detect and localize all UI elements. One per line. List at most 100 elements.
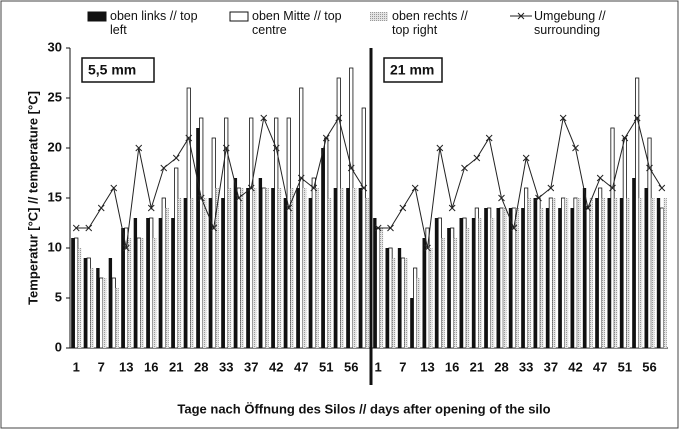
bar [233, 178, 238, 348]
bar [434, 218, 439, 348]
bar [102, 278, 107, 348]
bar [651, 198, 655, 348]
line-marker [185, 134, 193, 142]
bar [115, 288, 119, 348]
y-tick-label: 25 [48, 89, 62, 104]
line-marker [510, 224, 518, 232]
bar [425, 227, 430, 349]
bar [385, 248, 389, 348]
line-marker [436, 144, 444, 152]
line-marker [559, 114, 567, 122]
bar [527, 198, 532, 348]
bar [659, 207, 664, 349]
line-marker [473, 154, 481, 162]
bar [186, 87, 191, 349]
legend-entry: oben Mitte // top centre [252, 9, 342, 37]
x-tick-label: 33 [519, 359, 533, 374]
y-tick-label: 0 [55, 339, 62, 354]
line-marker [387, 224, 394, 232]
x-tick-label: 13 [420, 359, 434, 374]
bar [177, 198, 182, 348]
bar [240, 188, 244, 348]
bar [286, 117, 291, 349]
legend-swatch [229, 11, 249, 22]
bar [462, 217, 467, 349]
x-tick-label: 51 [618, 359, 632, 374]
bar [302, 188, 307, 348]
bar [490, 218, 495, 348]
bar [71, 238, 75, 348]
bar [508, 208, 513, 348]
bar [149, 217, 154, 349]
bar [441, 238, 445, 348]
line-marker [658, 184, 666, 192]
line-marker [535, 194, 542, 202]
bar [447, 228, 451, 348]
line-marker [461, 164, 468, 172]
bar [190, 198, 194, 348]
bar [416, 278, 421, 348]
bar [638, 198, 643, 348]
x-tick-label: 16 [445, 359, 459, 374]
line-marker [411, 184, 419, 192]
y-tick-label: 10 [48, 239, 62, 254]
bar [437, 217, 442, 349]
line-marker [247, 184, 255, 192]
bar [577, 198, 581, 348]
y-axis-label: Temperatur [°C] // temperature [°C] [25, 91, 40, 305]
bar [83, 258, 88, 348]
bar [290, 188, 294, 348]
bar [379, 228, 384, 348]
bar [333, 188, 338, 348]
bar [165, 208, 169, 348]
bar [283, 198, 288, 348]
bar [397, 248, 402, 348]
bar [644, 188, 648, 348]
line-marker [609, 184, 616, 192]
bar [585, 207, 590, 349]
bar [340, 188, 344, 348]
panel-label: 5,5 mm [88, 62, 136, 78]
bar [466, 228, 470, 348]
panel-label-box [383, 57, 443, 83]
bar [152, 238, 157, 348]
bar [545, 208, 550, 348]
bar [99, 277, 104, 349]
bar [202, 198, 207, 348]
bar [86, 257, 91, 349]
bar [315, 188, 319, 348]
bar [146, 218, 150, 348]
bar [610, 127, 615, 349]
bar [552, 198, 556, 348]
bar [524, 187, 529, 349]
line-marker [272, 144, 280, 152]
panel-label: 21 mm [390, 62, 434, 78]
line-marker [522, 154, 530, 162]
x-tick-label: 33 [219, 359, 233, 374]
bar [487, 207, 492, 349]
bar [158, 218, 163, 348]
line-marker [97, 204, 105, 212]
bar [632, 178, 636, 348]
x-tick-label: 21 [169, 359, 183, 374]
bar [299, 87, 304, 349]
line-marker [399, 204, 407, 212]
bar [607, 198, 611, 348]
bar [503, 208, 507, 348]
bar [352, 188, 357, 348]
bar [208, 198, 213, 348]
bar [663, 198, 667, 348]
bar [349, 67, 354, 349]
bar [265, 188, 269, 348]
x-tick-label: 1 [73, 359, 80, 374]
bar [174, 167, 179, 349]
legend-entry: oben rechts // top right [392, 9, 468, 37]
y-tick-label: 15 [48, 189, 62, 204]
line-marker [147, 204, 155, 212]
x-tick-label: 1 [375, 359, 382, 374]
bar [614, 198, 618, 348]
line-marker [160, 164, 168, 172]
bar [236, 187, 241, 349]
